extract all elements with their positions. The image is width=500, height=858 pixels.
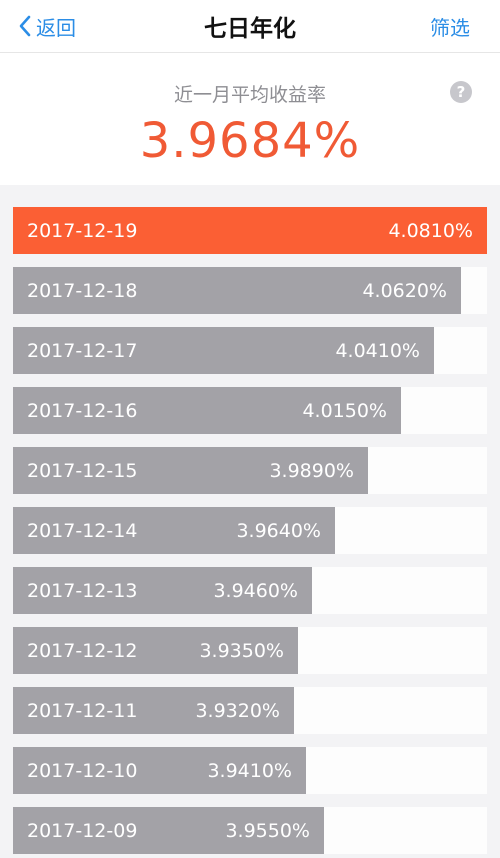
rate-bar	[13, 327, 434, 374]
rate-bar	[13, 627, 298, 674]
back-label: 返回	[36, 15, 76, 40]
row-date: 2017-12-19	[27, 219, 138, 242]
row-value: 3.9320%	[195, 699, 280, 722]
rate-list: 2017-12-19 4.0810% 2017-12-18 4.0620% 2017-1…	[0, 185, 500, 858]
rate-bar	[13, 687, 294, 734]
row-value: 3.9350%	[199, 639, 284, 662]
summary-label: 近一月平均收益率	[173, 84, 326, 106]
rate-row[interactable]: 2017-12-09 3.9550%	[13, 807, 487, 854]
rate-bar	[13, 807, 324, 854]
row-date: 2017-12-14	[27, 519, 138, 542]
row-date: 2017-12-09	[27, 819, 138, 842]
rate-bar	[13, 207, 487, 254]
rate-row[interactable]: 2017-12-10 3.9410%	[13, 747, 487, 794]
row-date: 2017-12-17	[27, 339, 138, 362]
rate-row[interactable]: 2017-12-16 4.0150%	[13, 387, 487, 434]
row-date: 2017-12-13	[27, 579, 138, 602]
rate-row[interactable]: 2017-12-19 4.0810%	[13, 207, 487, 254]
rate-bar	[13, 747, 306, 794]
row-value: 3.9550%	[225, 819, 310, 842]
row-value: 4.0620%	[362, 279, 447, 302]
rate-bar	[13, 507, 335, 554]
rate-bar	[13, 567, 312, 614]
rate-row[interactable]: 2017-12-18 4.0620%	[13, 267, 487, 314]
rate-row[interactable]: 2017-12-15 3.9890%	[13, 447, 487, 494]
row-value: 3.9460%	[213, 579, 298, 602]
rate-row[interactable]: 2017-12-11 3.9320%	[13, 687, 487, 734]
filter-button[interactable]: 筛选	[430, 15, 470, 40]
row-value: 3.9890%	[269, 459, 354, 482]
rate-row[interactable]: 2017-12-17 4.0410%	[13, 327, 487, 374]
row-date: 2017-12-10	[27, 759, 138, 782]
rate-bar	[13, 447, 368, 494]
rate-row[interactable]: 2017-12-14 3.9640%	[13, 507, 487, 554]
row-value: 3.9640%	[236, 519, 321, 542]
row-date: 2017-12-16	[27, 399, 138, 422]
back-button[interactable]: 返回	[18, 0, 76, 52]
help-icon[interactable]: ?	[450, 81, 472, 103]
rate-row[interactable]: 2017-12-13 3.9460%	[13, 567, 487, 614]
row-date: 2017-12-18	[27, 279, 138, 302]
navigation-bar: 返回 七日年化 筛选	[0, 0, 500, 53]
row-value: 4.0810%	[388, 219, 473, 242]
row-value: 3.9410%	[207, 759, 292, 782]
summary-value: 3.9684%	[139, 113, 361, 169]
row-date: 2017-12-11	[27, 699, 138, 722]
row-value: 4.0410%	[335, 339, 420, 362]
row-date: 2017-12-15	[27, 459, 138, 482]
rate-bar	[13, 267, 461, 314]
row-date: 2017-12-12	[27, 639, 138, 662]
chevron-left-icon	[19, 15, 31, 37]
summary-panel: 近一月平均收益率 ? 3.9684%	[0, 53, 500, 185]
rate-bar	[13, 387, 401, 434]
rate-row[interactable]: 2017-12-12 3.9350%	[13, 627, 487, 674]
row-value: 4.0150%	[302, 399, 387, 422]
